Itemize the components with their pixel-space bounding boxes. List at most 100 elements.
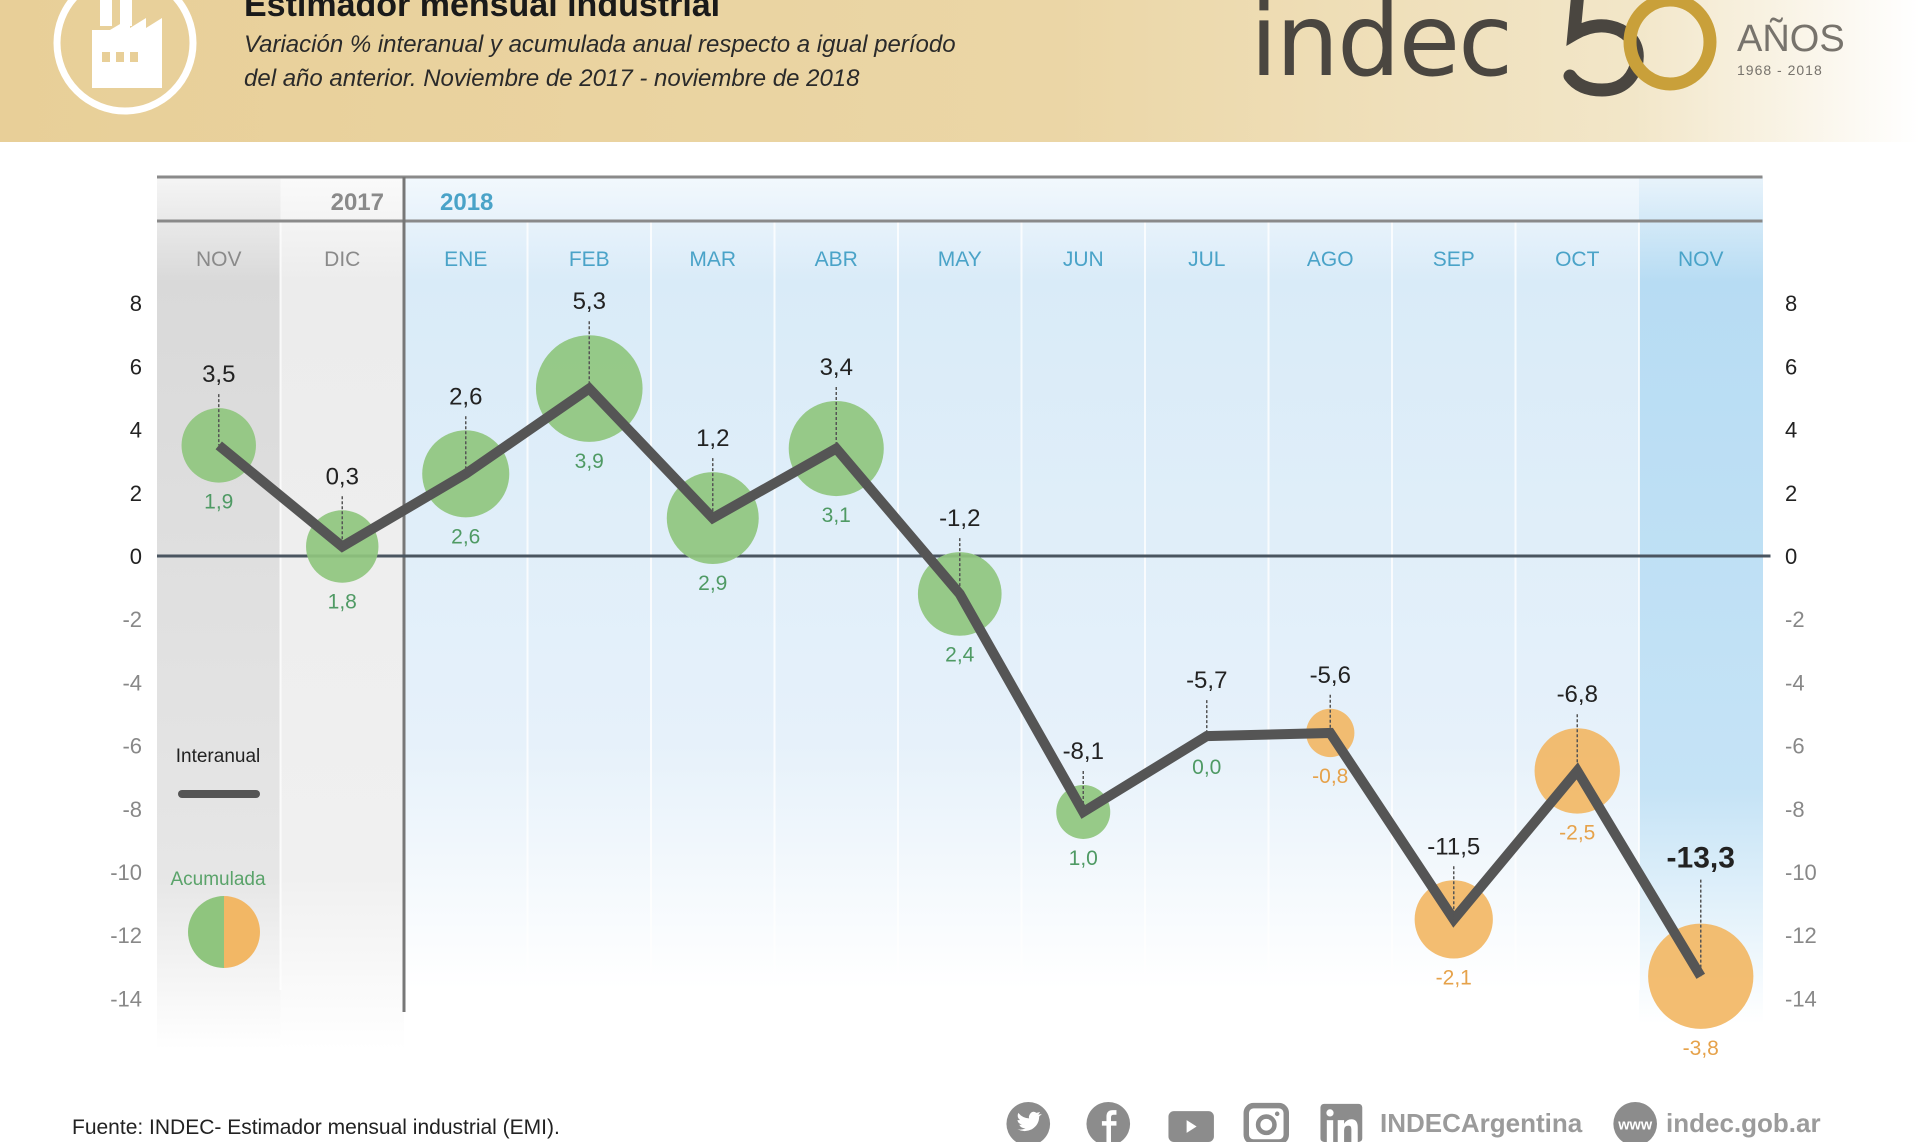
interanual-value-label: 1,2 bbox=[696, 425, 729, 452]
y-tick-label-left: -14 bbox=[110, 986, 142, 1011]
page-title: Estimador mensual industrial bbox=[244, 0, 721, 24]
acumulada-value-label: 2,6 bbox=[451, 525, 480, 548]
column-bg bbox=[1639, 177, 1763, 1050]
column-bg bbox=[1021, 177, 1146, 1050]
interanual-value-label: -8,1 bbox=[1063, 738, 1104, 765]
month-label: MAY bbox=[938, 248, 982, 271]
month-label: AGO bbox=[1307, 248, 1354, 271]
page-subtitle: Variación % interanual y acumulada anual… bbox=[244, 28, 1144, 96]
legend: Interanual Acumulada bbox=[170, 746, 266, 968]
header-banner: Estimador mensual industrial Variación %… bbox=[0, 0, 1920, 142]
interanual-value-label: -11,5 bbox=[1427, 833, 1480, 860]
y-tick-label-right: 4 bbox=[1785, 418, 1797, 443]
indec-50-logo: indec 50 AÑOS 1968 - 2018 bbox=[1240, 0, 1920, 100]
year-label-2018: 2018 bbox=[440, 189, 493, 216]
subtitle-line-1: Variación % interanual y acumulada anual… bbox=[244, 31, 956, 58]
y-tick-label-left: 0 bbox=[130, 544, 142, 569]
y-tick-label-left: 2 bbox=[130, 481, 142, 506]
subtitle-line-2: del año anterior. Noviembre de 2017 - no… bbox=[244, 65, 860, 92]
interanual-value-label: 5,3 bbox=[573, 288, 606, 315]
y-tick-label-left: 4 bbox=[130, 418, 142, 443]
legend-bubble-label: Acumulada bbox=[170, 869, 265, 890]
y-tick-label-right: -6 bbox=[1785, 734, 1805, 759]
website-link[interactable]: indec.gob.ar bbox=[1666, 1108, 1821, 1138]
y-tick-label-right: 0 bbox=[1785, 544, 1797, 569]
acumulada-value-label: -2,1 bbox=[1436, 967, 1472, 990]
month-label: DIC bbox=[324, 248, 360, 271]
interanual-value-label: 3,4 bbox=[820, 354, 853, 381]
logo-50-mark: 50 bbox=[1563, 0, 1717, 97]
y-tick-label-right: 6 bbox=[1785, 354, 1797, 379]
month-label: OCT bbox=[1555, 248, 1600, 271]
month-label: ABR bbox=[815, 248, 858, 271]
acumulada-value-label: 3,9 bbox=[575, 450, 604, 473]
column-bg bbox=[280, 177, 405, 1050]
legend-bubble-swatch bbox=[188, 896, 260, 968]
interanual-value-label: -6,8 bbox=[1557, 681, 1598, 708]
acumulada-value-label: -0,8 bbox=[1312, 765, 1348, 788]
column-bg bbox=[1268, 177, 1393, 1050]
column-bg bbox=[1515, 177, 1640, 1050]
acumulada-value-label: 0,0 bbox=[1192, 756, 1221, 779]
year-label-2017: 2017 bbox=[331, 189, 384, 216]
month-label: JUN bbox=[1063, 248, 1104, 271]
twitter-icon[interactable] bbox=[1004, 1102, 1058, 1142]
youtube-icon[interactable] bbox=[1166, 1102, 1220, 1142]
y-tick-label-right: -10 bbox=[1785, 860, 1817, 885]
y-tick-label-right: -14 bbox=[1785, 986, 1817, 1011]
month-label: NOV bbox=[1678, 248, 1724, 271]
factory-icon bbox=[53, 0, 197, 115]
month-label: SEP bbox=[1433, 248, 1475, 271]
interanual-value-label: 3,5 bbox=[202, 361, 235, 388]
column-bg bbox=[774, 177, 899, 1050]
month-label: MAR bbox=[689, 248, 736, 271]
linkedin-icon[interactable] bbox=[1318, 1102, 1372, 1142]
interanual-value-label: 2,6 bbox=[449, 383, 482, 410]
y-tick-label-right: 2 bbox=[1785, 481, 1797, 506]
interanual-value-label: -1,2 bbox=[939, 505, 980, 532]
source-note: Fuente: INDEC- Estimador mensual industr… bbox=[72, 1116, 560, 1139]
acumulada-value-label: 2,4 bbox=[945, 644, 975, 667]
y-tick-label-right: -8 bbox=[1785, 797, 1805, 822]
acumulada-value-label: -2,5 bbox=[1559, 822, 1595, 845]
social-handle[interactable]: INDECArgentina bbox=[1380, 1108, 1583, 1138]
logo-years: 1968 - 2018 bbox=[1737, 62, 1823, 78]
y-tick-label-right: -4 bbox=[1785, 670, 1805, 695]
y-tick-label-left: -12 bbox=[110, 923, 142, 948]
acumulada-value-label: 3,1 bbox=[822, 504, 851, 527]
acumulada-value-label: 2,9 bbox=[698, 572, 727, 595]
y-tick-label-left: -4 bbox=[122, 670, 142, 695]
facebook-icon[interactable] bbox=[1084, 1102, 1138, 1142]
y-tick-label-right: -2 bbox=[1785, 607, 1805, 632]
chart: 2017 2018 8 8 6 6 4 4 2 2 0 0 -2 -2 -4 -4 -6 -6 -8 -8 -10 -10… bbox=[110, 175, 1817, 1060]
acumulada-value-label: 1,0 bbox=[1069, 847, 1098, 870]
y-tick-label-left: -6 bbox=[122, 734, 142, 759]
y-tick-label-left: -2 bbox=[122, 607, 142, 632]
month-label: FEB bbox=[569, 248, 610, 271]
interanual-value-label: -5,7 bbox=[1186, 667, 1227, 694]
logo-anos: AÑOS bbox=[1737, 18, 1845, 60]
instagram-icon[interactable] bbox=[1242, 1102, 1296, 1142]
web-icon[interactable]: www bbox=[1610, 1102, 1664, 1142]
month-label: NOV bbox=[196, 248, 242, 271]
month-label: ENE bbox=[444, 248, 487, 271]
y-tick-label-right: -12 bbox=[1785, 923, 1817, 948]
acumulada-value-label: -3,8 bbox=[1683, 1037, 1719, 1060]
column-bg bbox=[1145, 177, 1269, 1050]
y-tick-label-left: 6 bbox=[130, 354, 142, 379]
column-bg bbox=[404, 177, 528, 1050]
y-tick-label-left: -10 bbox=[110, 860, 142, 885]
y-tick-label-right: 8 bbox=[1785, 291, 1797, 316]
y-tick-label-left: 8 bbox=[130, 291, 142, 316]
acumulada-value-label: 1,9 bbox=[204, 491, 233, 514]
web-icon-text: www bbox=[1617, 1117, 1653, 1133]
legend-line-label: Interanual bbox=[176, 746, 261, 767]
month-label: JUL bbox=[1188, 248, 1225, 271]
acumulada-value-label: 1,8 bbox=[328, 591, 357, 614]
interanual-value-label: -13,3 bbox=[1667, 842, 1735, 875]
logo-wordmark: indec bbox=[1250, 0, 1513, 99]
column-bg bbox=[651, 177, 775, 1050]
y-tick-label-left: -8 bbox=[122, 797, 142, 822]
interanual-value-label: -5,6 bbox=[1310, 662, 1351, 689]
interanual-value-label: 0,3 bbox=[326, 463, 359, 490]
